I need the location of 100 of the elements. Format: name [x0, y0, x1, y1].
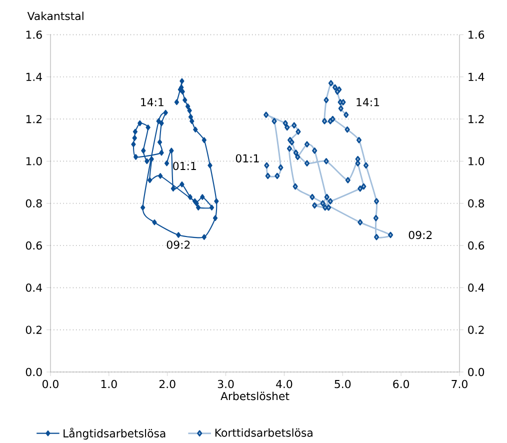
point — [322, 118, 328, 124]
point — [328, 80, 334, 86]
annotation: 14:1 — [141, 98, 164, 106]
point — [355, 156, 360, 162]
point — [332, 84, 338, 91]
point — [312, 202, 318, 209]
point — [212, 215, 218, 222]
point — [373, 214, 378, 222]
point — [340, 99, 346, 106]
point — [265, 172, 270, 180]
point — [345, 177, 350, 184]
point — [169, 148, 174, 154]
annotation: 14:1 — [356, 98, 380, 106]
point — [202, 137, 206, 144]
point — [164, 160, 170, 166]
point — [286, 145, 292, 152]
point — [361, 183, 366, 190]
point — [320, 200, 326, 206]
point — [328, 118, 333, 124]
x-tick-label: 2.0 — [159, 380, 176, 388]
point — [326, 204, 332, 211]
y-tick-label: 0.0 — [26, 368, 42, 376]
x-tick-label: 4.0 — [276, 380, 292, 388]
point — [185, 103, 190, 110]
point — [188, 194, 192, 200]
point — [295, 154, 300, 160]
point — [304, 141, 310, 148]
point — [310, 194, 315, 200]
y2-tick-label: 0.2 — [468, 326, 484, 334]
point — [152, 219, 157, 226]
point — [292, 122, 297, 128]
point — [374, 234, 380, 240]
point — [190, 118, 194, 124]
point — [144, 158, 150, 164]
point — [324, 158, 329, 164]
point — [176, 232, 181, 238]
y2-tick-label: 0.4 — [468, 284, 484, 292]
x-tick-label: 1.0 — [101, 380, 117, 388]
point — [187, 108, 192, 114]
y-tick-label: 1.4 — [26, 72, 42, 81]
legend-label: Korttidsarbetslösa — [215, 428, 312, 437]
x-axis-title: Arbetslöshet — [220, 392, 290, 400]
point — [146, 124, 150, 130]
point — [133, 154, 138, 160]
point — [344, 112, 349, 118]
y2-tick-label: 1.2 — [468, 114, 484, 124]
y2-tick-label: 0.8 — [468, 199, 484, 208]
point — [324, 96, 329, 104]
point — [182, 97, 188, 103]
y2-tick-label: 1.6 — [468, 30, 484, 39]
point — [282, 120, 288, 126]
point — [312, 148, 318, 154]
y-tick-label: 0.6 — [26, 241, 42, 250]
point — [338, 105, 344, 112]
point — [358, 219, 363, 226]
point — [170, 186, 176, 192]
point — [274, 172, 280, 180]
point — [328, 198, 333, 204]
point — [356, 136, 362, 144]
point — [296, 128, 301, 135]
point — [264, 162, 270, 169]
point — [174, 99, 180, 106]
point — [324, 194, 330, 200]
point — [358, 185, 363, 192]
y2-tick-label: 0.6 — [468, 241, 484, 250]
point — [180, 78, 184, 84]
y-tick-label: 0.4 — [26, 284, 42, 292]
point — [374, 198, 380, 204]
point — [188, 114, 194, 120]
point — [293, 150, 298, 156]
point — [264, 112, 269, 118]
point — [141, 148, 146, 154]
legend-label: Långtidsarbetslösa — [64, 428, 166, 440]
point — [131, 141, 136, 148]
point — [132, 135, 137, 141]
point — [208, 162, 212, 168]
y-tick-label: 1.6 — [26, 30, 42, 39]
point — [156, 118, 161, 124]
point — [159, 150, 164, 156]
y-tick-label: 0.2 — [26, 326, 42, 334]
y-tick-label: 1.2 — [26, 114, 42, 124]
x-tick-label: 0.0 — [42, 380, 58, 388]
point — [149, 156, 154, 162]
x-tick-label: 3.0 — [218, 380, 234, 388]
point — [278, 164, 284, 171]
point — [363, 162, 369, 169]
y2-tick-label: 1.4 — [468, 72, 484, 81]
point — [200, 194, 205, 200]
point — [289, 139, 294, 146]
point — [163, 110, 168, 116]
point — [292, 183, 298, 190]
point — [344, 126, 350, 133]
point — [214, 198, 219, 204]
annotation: 01:1 — [236, 154, 259, 162]
point — [159, 120, 164, 126]
y2-tick-label: 1.0 — [468, 157, 484, 166]
point — [322, 204, 328, 211]
y-tick-label: 1.0 — [26, 157, 42, 166]
point — [132, 128, 138, 135]
y2-tick-label: 0.0 — [468, 368, 484, 376]
